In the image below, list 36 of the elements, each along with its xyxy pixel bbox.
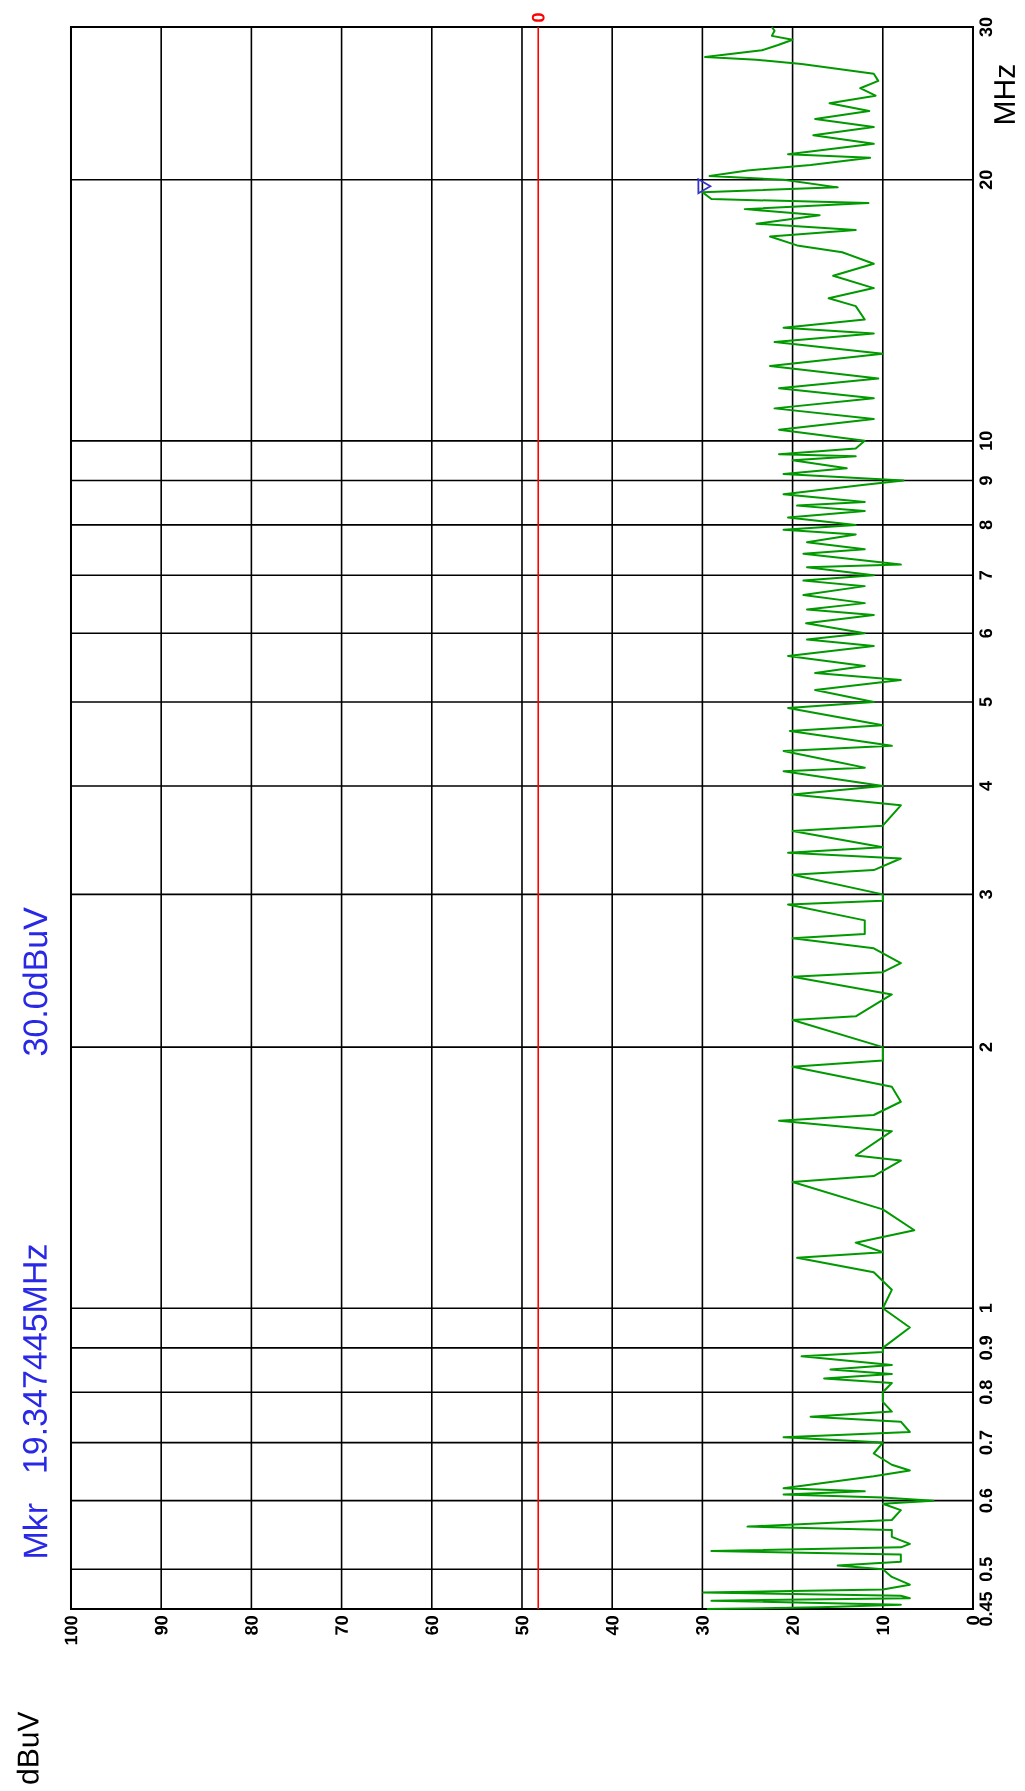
y-tick-label: 7 (979, 571, 992, 580)
y-tick-label: 0.8 (979, 1380, 993, 1405)
x-tick-label: 10 (876, 1616, 890, 1635)
annotation: 0 (531, 13, 545, 22)
line-series (701, 25, 935, 1610)
y-tick-label: 20 (979, 170, 993, 190)
x-tick-label: 40 (605, 1616, 619, 1636)
y-tick-label: 0.9 (979, 1336, 993, 1360)
y-tick-label: 9 (979, 476, 993, 485)
y-tick-label: 5 (979, 697, 992, 707)
x-tick-label: 30 (695, 1616, 709, 1636)
y-tick-label: 4 (979, 781, 992, 791)
x-tick-label: 70 (335, 1616, 348, 1635)
x-tick-label: 20 (786, 1616, 799, 1635)
y-tick-label: 1 (979, 1303, 992, 1313)
y-tick-label: 0.6 (979, 1488, 993, 1513)
y-tick-label: 6 (979, 628, 993, 638)
x-tick-label: 80 (245, 1616, 258, 1635)
text: dBuV (16, 1711, 39, 1784)
x-tick-label: 90 (154, 1616, 168, 1635)
y-tick-label: 0.5 (979, 1557, 993, 1582)
y-tick-label: 2 (979, 1042, 992, 1052)
y-tick-label: 0.7 (979, 1430, 993, 1455)
y-tick-label: 3 (979, 890, 993, 899)
y-tick-label: 8 (979, 520, 993, 530)
y-tick-label: 0.45 (979, 1591, 993, 1626)
y-tick-label: 30 (979, 17, 993, 37)
x-tick-label: 60 (425, 1616, 439, 1635)
x-tick-label: 0 (966, 1616, 980, 1625)
y-axis-title: MHz (994, 65, 1015, 124)
x-tick-label: 50 (515, 1616, 529, 1635)
text: Mkr (22, 1503, 48, 1557)
text: 30.0dBuV (22, 907, 48, 1056)
text: 19.347445MHz (22, 1245, 47, 1472)
x-tick-label: 100 (64, 1616, 78, 1645)
y-tick-label: 10 (979, 431, 993, 450)
